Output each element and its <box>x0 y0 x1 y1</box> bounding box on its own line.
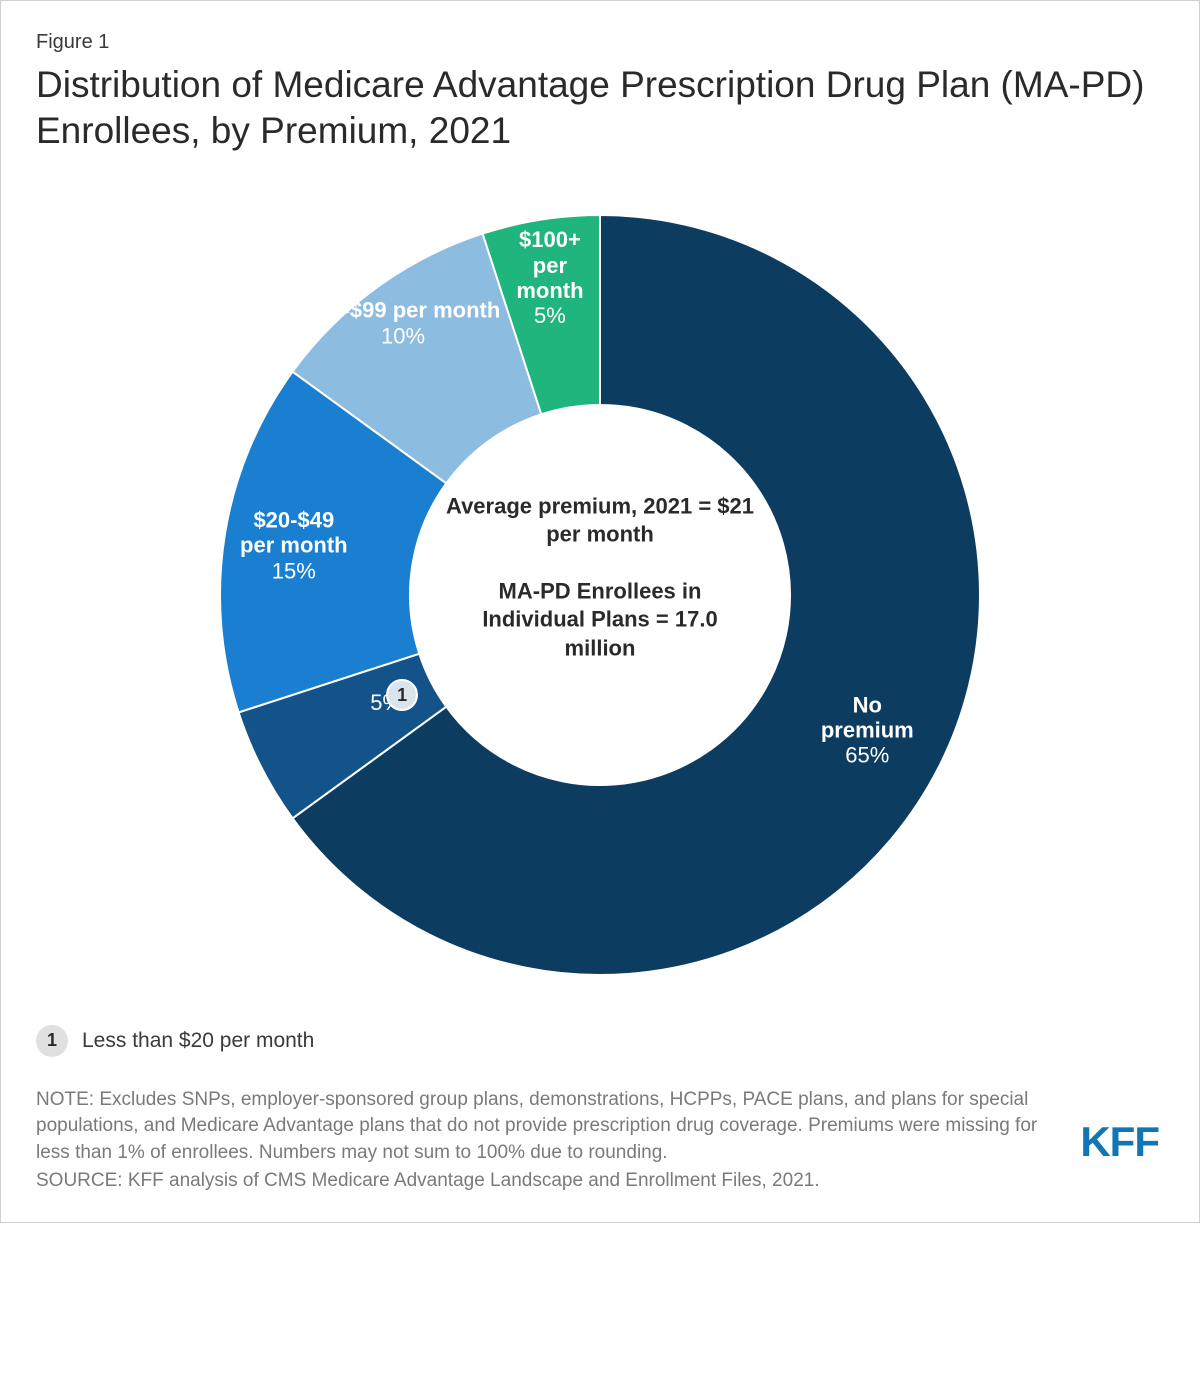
footer: NOTE: Excludes SNPs, employer-sponsored … <box>36 1087 1164 1197</box>
figure-label: Figure 1 <box>36 31 1164 54</box>
legend: 1 Less than $20 per month <box>36 1025 1164 1057</box>
center-text-line2: MA-PD Enrollees in Individual Plans = 17… <box>445 577 755 663</box>
center-text-line1: Average premium, 2021 = $21 per month <box>445 492 755 549</box>
figure-title: Distribution of Medicare Advantage Presc… <box>36 62 1164 155</box>
notes: NOTE: Excludes SNPs, employer-sponsored … <box>36 1087 1050 1197</box>
figure-container: Figure 1 Distribution of Medicare Advant… <box>0 0 1200 1223</box>
note-text: NOTE: Excludes SNPs, employer-sponsored … <box>36 1087 1050 1167</box>
kff-logo: KFF <box>1080 1118 1164 1166</box>
legend-badge: 1 <box>36 1025 68 1057</box>
donut-center-text: Average premium, 2021 = $21 per month MA… <box>445 492 755 663</box>
legend-text: Less than $20 per month <box>82 1029 314 1053</box>
source-text: SOURCE: KFF analysis of CMS Medicare Adv… <box>36 1168 1050 1195</box>
donut-chart-area: Average premium, 2021 = $21 per month MA… <box>36 195 1164 995</box>
